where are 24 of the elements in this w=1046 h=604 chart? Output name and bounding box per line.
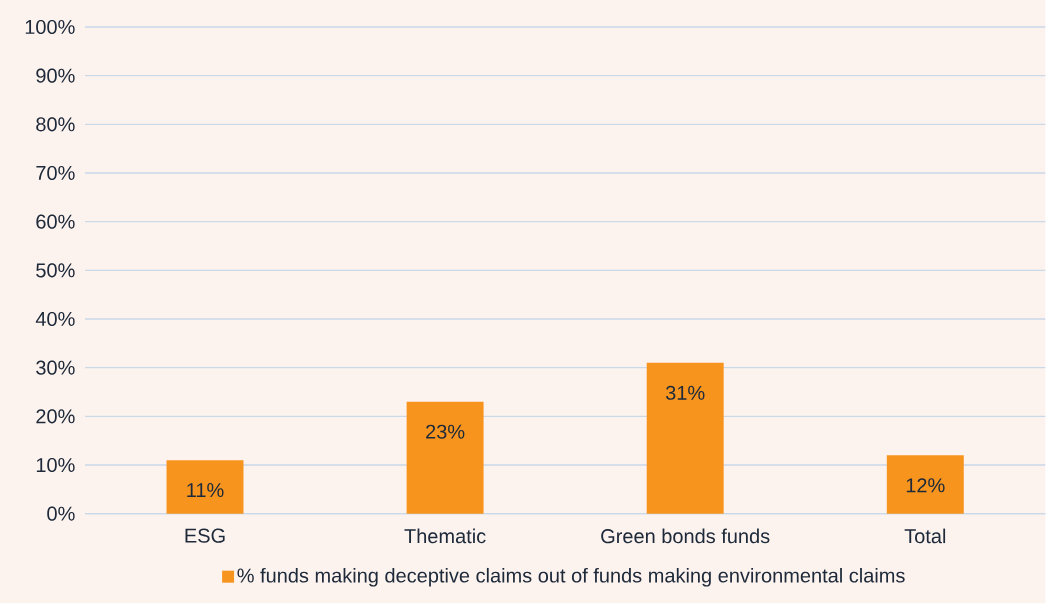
y-tick-label: 90%: [36, 68, 75, 83]
y-tick-label: 0%: [47, 506, 75, 521]
y-tick-label: 100%: [25, 20, 75, 35]
x-tick-label: ESG: [185, 528, 225, 543]
y-tick-label: 40%: [35, 312, 75, 327]
bar: [166, 460, 244, 514]
x-tick-label: Thematic: [404, 528, 486, 544]
bar: [646, 362, 724, 514]
legend-label: % funds making deceptive claims out of funds making environmental claims: [237, 568, 905, 587]
y-tick-label: 60%: [36, 214, 75, 229]
text: 12%: [906, 478, 945, 493]
x-tick-label: Green bonds funds: [601, 528, 770, 544]
y-tick-label: 10%: [36, 458, 75, 473]
y-tick-label: 70%: [36, 166, 75, 181]
text: 23%: [426, 424, 465, 439]
text: 31%: [665, 385, 705, 401]
y-tick-label: 80%: [36, 117, 75, 132]
y-tick-label: 30%: [36, 360, 75, 375]
bar: [886, 455, 964, 514]
bar: [406, 401, 484, 514]
y-tick-label: 50%: [36, 263, 75, 278]
x-tick-label: Total: [904, 528, 946, 544]
text: 11%: [187, 483, 224, 498]
y-tick-label: 20%: [36, 409, 75, 424]
